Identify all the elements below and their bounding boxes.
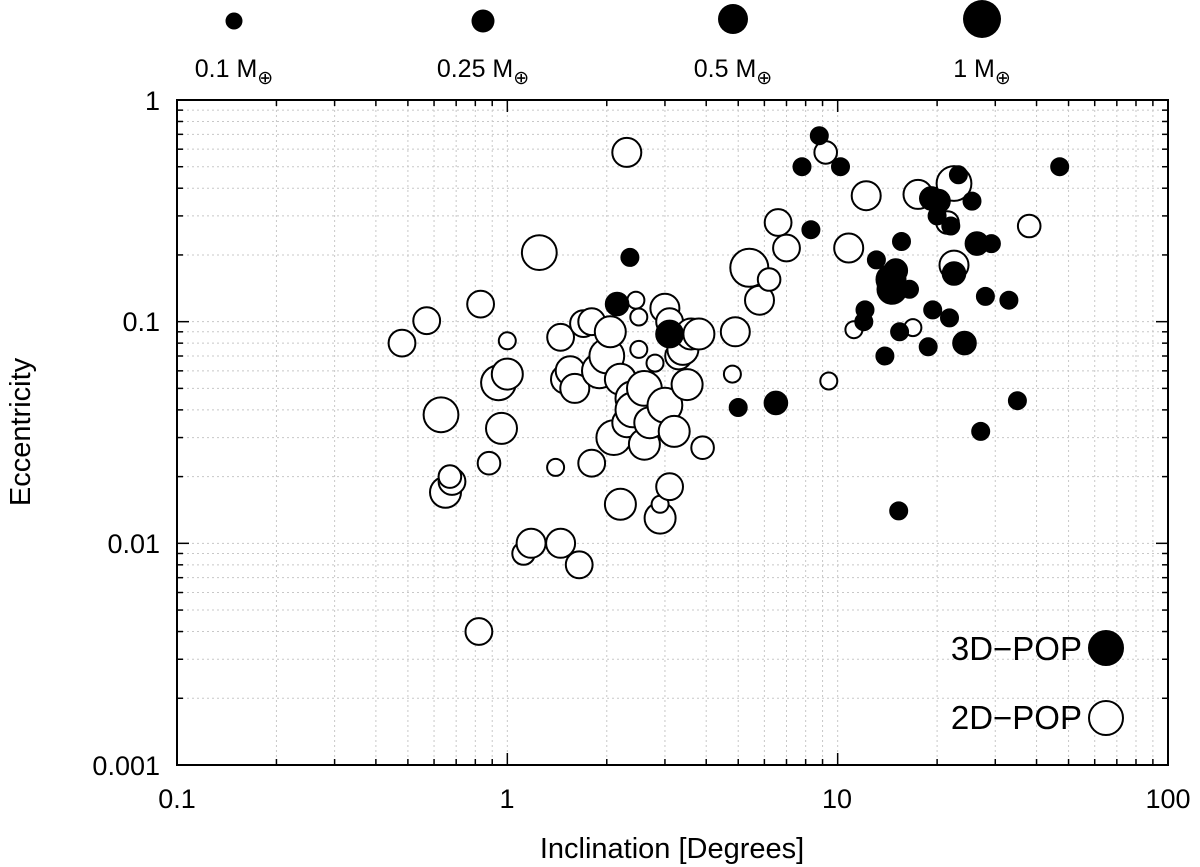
2d-pop-point — [690, 435, 715, 461]
x-tick-label: 1 — [499, 784, 514, 814]
size-key-label: 0.25 M⊕ — [437, 55, 529, 89]
2d-pop-point — [655, 472, 684, 502]
2d-pop-point — [490, 357, 524, 391]
x-axis-title: Inclination [Degrees] — [540, 833, 804, 865]
3d-pop-point — [604, 291, 630, 317]
2d-pop-point — [515, 527, 547, 559]
size-key-marker — [471, 9, 495, 33]
2d-pop-point — [412, 306, 442, 336]
3d-pop-point — [809, 126, 829, 146]
2d-pop-point — [437, 464, 463, 489]
2d-pop-point — [387, 328, 417, 358]
3d-pop-point — [941, 216, 961, 236]
3d-pop-point — [948, 165, 968, 185]
3d-pop-point — [940, 308, 959, 328]
2d-pop-point — [772, 233, 801, 263]
legend-label-2d-pop: 2D−POP — [951, 699, 1082, 736]
2d-pop-point — [756, 267, 782, 292]
3d-pop-point — [620, 247, 640, 267]
2d-pop-point — [577, 448, 607, 478]
3d-pop-point — [855, 300, 875, 320]
2d-pop-point — [819, 371, 839, 391]
legend-label-3d-pop: 3D−POP — [951, 630, 1082, 667]
2d-pop-point — [546, 322, 575, 352]
data-points — [387, 126, 1070, 646]
2d-pop-point — [593, 315, 627, 349]
2d-pop-point — [476, 450, 502, 476]
3d-pop-point — [890, 322, 910, 342]
y-tick-label: 0.1 — [122, 307, 160, 337]
3d-pop-point — [923, 300, 943, 320]
3d-pop-point — [962, 191, 982, 211]
2d-pop-point — [626, 290, 646, 310]
2d-pop-point — [670, 368, 704, 402]
grid — [177, 100, 1168, 765]
3d-pop-point — [763, 390, 789, 416]
2d-pop-point — [833, 232, 865, 264]
y-tick-label: 0.001 — [92, 751, 160, 781]
plot-frame — [176, 99, 1169, 766]
2d-pop-point — [466, 289, 496, 319]
y-axis-title: Eccentricity — [5, 357, 37, 506]
2d-pop-point — [850, 180, 882, 212]
3d-pop-point — [801, 220, 821, 240]
3d-pop-point — [926, 188, 951, 214]
size-key-marker — [225, 12, 243, 30]
legend: 3D−POP 2D−POP — [951, 630, 1124, 736]
3d-pop-point — [1050, 157, 1070, 177]
y-tick-label: 1 — [145, 86, 160, 116]
legend-marker-2d-pop — [1088, 700, 1124, 736]
size-key-label: 0.5 M⊕ — [694, 55, 772, 89]
y-tick-label: 0.01 — [107, 529, 160, 559]
3d-pop-point — [941, 261, 967, 286]
x-tick-label: 0.1 — [158, 784, 196, 814]
2d-pop-point — [645, 353, 665, 373]
2d-pop-point — [545, 527, 577, 559]
2d-pop-point — [682, 317, 716, 351]
3d-pop-point — [971, 421, 991, 441]
2d-pop-point — [485, 411, 518, 445]
2d-pop-point — [763, 208, 793, 237]
2d-pop-point — [722, 364, 742, 384]
legend-marker-3d-pop — [1088, 630, 1124, 666]
size-key-label: 1 M⊕ — [953, 55, 1011, 89]
2d-pop-point — [464, 617, 494, 646]
3d-pop-point — [892, 232, 911, 251]
3d-pop-point — [792, 157, 812, 177]
3d-pop-point — [900, 279, 919, 299]
2d-pop-point — [719, 316, 751, 348]
3d-pop-point — [975, 286, 995, 306]
3d-pop-point — [999, 290, 1019, 310]
3d-pop-point — [883, 258, 909, 283]
x-tick-label: 100 — [1145, 784, 1190, 814]
3d-pop-point — [728, 398, 748, 417]
3d-pop-point — [875, 346, 895, 366]
3d-pop-point — [655, 319, 684, 349]
2d-pop-point — [1016, 213, 1042, 239]
3d-pop-point — [1007, 391, 1027, 411]
x-tick-label: 10 — [822, 784, 852, 814]
2d-pop-point — [657, 414, 691, 448]
2d-pop-point — [564, 550, 594, 580]
2d-pop-point — [611, 136, 643, 168]
size-key: 0.1 M⊕ 0.25 M⊕ 0.5 M⊕ 1 M⊕ — [195, 0, 1011, 89]
2d-pop-point — [520, 234, 558, 272]
3d-pop-point — [831, 157, 850, 177]
size-key-marker — [963, 0, 1001, 38]
size-key-marker — [718, 4, 748, 34]
3d-pop-point — [866, 250, 886, 270]
3d-pop-point — [918, 337, 938, 357]
2d-pop-point — [559, 372, 591, 404]
2d-pop-point — [422, 396, 460, 434]
3d-pop-point — [889, 501, 909, 521]
2d-pop-point — [603, 487, 637, 521]
2d-pop-point — [629, 307, 649, 327]
size-key-label: 0.1 M⊕ — [195, 55, 273, 89]
2d-pop-point — [546, 457, 566, 477]
2d-pop-point — [497, 331, 517, 351]
3d-pop-point — [981, 234, 1001, 254]
3d-pop-point — [952, 330, 977, 356]
2d-pop-point — [629, 339, 649, 359]
